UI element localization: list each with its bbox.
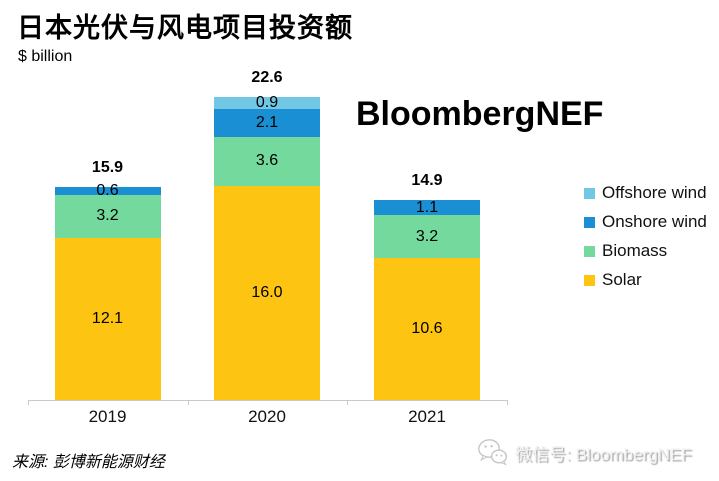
segment-value-label: 3.2: [96, 207, 119, 225]
wechat-footer: 微信号: BloombergNEF: [477, 438, 692, 466]
legend-label: Offshore wind: [602, 183, 707, 202]
legend-label: Biomass: [602, 241, 668, 260]
segment-value-label: 0.9: [255, 94, 279, 112]
x-axis-line: [28, 400, 507, 401]
legend-swatch: [584, 187, 595, 199]
chart-title: 日本光伏与风电项目投资额: [17, 13, 353, 43]
bar-segment-offshore_wind: 0.9: [214, 94, 320, 112]
bar-total-label: 15.9: [91, 158, 124, 176]
segment-value-label: 1.1: [415, 198, 439, 216]
wechat-icon: [478, 439, 508, 466]
x-axis-tick: [347, 400, 349, 405]
source-note: 来源: 彭博新能源财经: [12, 454, 165, 471]
bar-segment-solar: 16.0: [214, 185, 320, 400]
x-axis-tick: [187, 400, 189, 405]
bar-segment-solar: 10.6: [374, 257, 480, 400]
legend-swatch: [584, 245, 595, 257]
bar-segment-onshore_wind: 2.1: [214, 109, 320, 138]
legend-item-onshore_wind: Onshore wind: [584, 212, 719, 232]
bar-segment-biomass: 3.2: [54, 194, 161, 238]
x-axis-tick: [28, 400, 29, 405]
bar-segment-biomass: 3.2: [374, 215, 480, 258]
legend-swatch: [584, 216, 595, 228]
y-axis-unit-label: $ billion: [18, 48, 73, 65]
segment-value-label: 3.6: [255, 152, 279, 170]
bar-segment-biomass: 3.6: [214, 137, 320, 186]
x-axis-tick: [507, 400, 508, 405]
bloombergnef-watermark: BloombergNEF: [356, 95, 604, 133]
legend: Offshore wind Onshore wind Biomass Solar: [584, 183, 719, 299]
bar-total-label: 14.9: [411, 172, 443, 190]
x-axis-label: 2020: [248, 407, 286, 426]
x-axis-label: 2019: [88, 407, 127, 426]
legend-label: Solar: [602, 270, 642, 289]
wechat-id-label: 微信号: BloombergNEF: [515, 444, 692, 464]
legend-item-offshore_wind: Offshore wind: [584, 183, 719, 203]
legend-item-solar: Solar: [584, 270, 719, 290]
bar-segment-onshore_wind: 0.6: [54, 182, 161, 198]
segment-value-label: 10.6: [411, 319, 443, 337]
legend-label: Onshore wind: [602, 212, 707, 231]
segment-value-label: 16.0: [251, 283, 283, 301]
segment-value-label: 12.1: [91, 309, 124, 327]
legend-swatch: [584, 274, 595, 286]
segment-value-label: 3.2: [415, 227, 439, 245]
bar-segment-solar: 12.1: [54, 237, 161, 400]
segment-value-label: 2.1: [255, 114, 279, 132]
bar-segment-onshore_wind: 1.1: [374, 198, 480, 216]
segment-value-label: 0.6: [96, 181, 119, 199]
bar-total-label: 22.6: [251, 69, 283, 87]
x-axis-label: 2021: [408, 407, 446, 426]
legend-item-biomass: Biomass: [584, 241, 719, 261]
